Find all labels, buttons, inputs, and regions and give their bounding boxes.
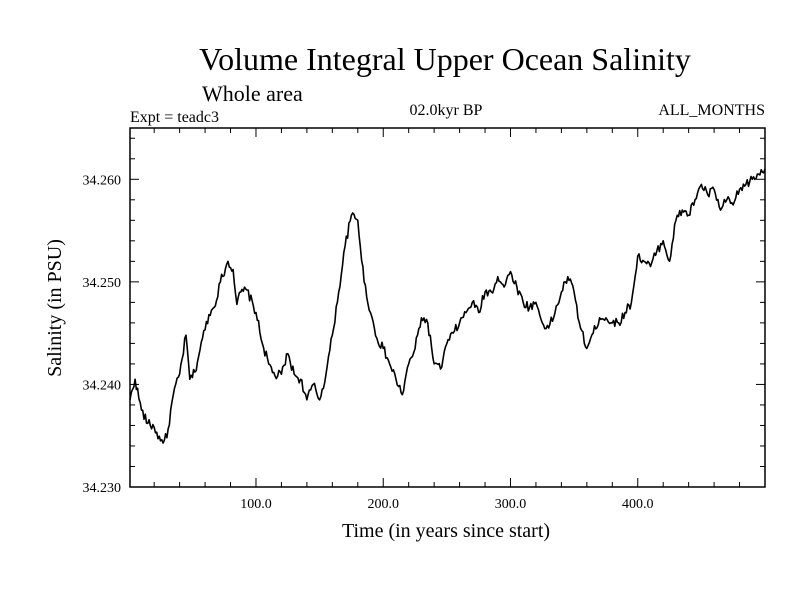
x-axis-label: Time (in years since start) [342, 520, 550, 542]
x-tick-label: 300.0 [495, 497, 527, 512]
axis-ticks [130, 128, 765, 487]
salinity-series-line [129, 168, 766, 444]
y-axis-label: Salinity (in PSU) [44, 239, 66, 377]
period-label: 02.0kyr BP [410, 102, 483, 119]
x-tick-label: 200.0 [367, 497, 399, 512]
plot-frame [129, 127, 766, 488]
experiment-label: Expt = teadc3 [130, 109, 219, 126]
x-tick-label: 400.0 [622, 497, 654, 512]
months-label: ALL_MONTHS [658, 102, 765, 119]
y-tick-label: 34.240 [83, 378, 122, 393]
axis-tick-labels: 100.0 200.0 300.0 400.0 34.230 34.240 34.250 34… [83, 173, 654, 512]
x-tick-label: 100.0 [240, 497, 272, 512]
y-tick-label: 34.230 [83, 481, 122, 496]
y-tick-label: 34.250 [83, 276, 122, 291]
y-tick-label: 34.260 [83, 173, 122, 188]
chart-subtitle: Whole area [202, 81, 303, 106]
chart-title: Volume Integral Upper Ocean Salinity [199, 41, 691, 77]
